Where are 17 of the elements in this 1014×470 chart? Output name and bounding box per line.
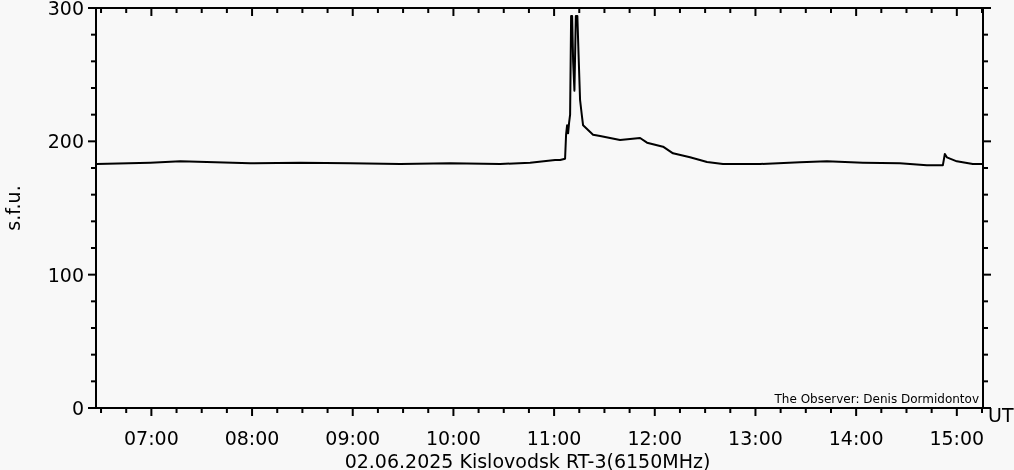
text: UT <box>988 404 1014 426</box>
y-axis-title: s.f.u. <box>2 185 24 231</box>
x-tick-label: 13:00 <box>728 427 783 449</box>
annotation: The Observer: Denis Dormidontov <box>773 392 979 406</box>
y-tick-label: 0 <box>71 397 84 419</box>
x-tick-label: 07:00 <box>123 427 179 449</box>
x-tick-label: 08:00 <box>224 427 280 449</box>
x-tick-label: 14:00 <box>828 427 884 449</box>
x-tick-label: 11:00 <box>526 427 582 449</box>
y-tick-label: 200 <box>47 130 84 153</box>
x-tick-label: 09:00 <box>325 427 381 449</box>
x-tick-label: 12:00 <box>627 427 683 449</box>
x-axis-title: 02.06.2025 Kislovodsk RT-3(6150MHz) <box>344 450 711 470</box>
x-tick-label: 15:00 <box>929 427 985 449</box>
y-tick-label: 300 <box>47 0 84 19</box>
y-tick-label: 100 <box>47 263 84 286</box>
x-tick-label: 10:00 <box>426 427 481 449</box>
